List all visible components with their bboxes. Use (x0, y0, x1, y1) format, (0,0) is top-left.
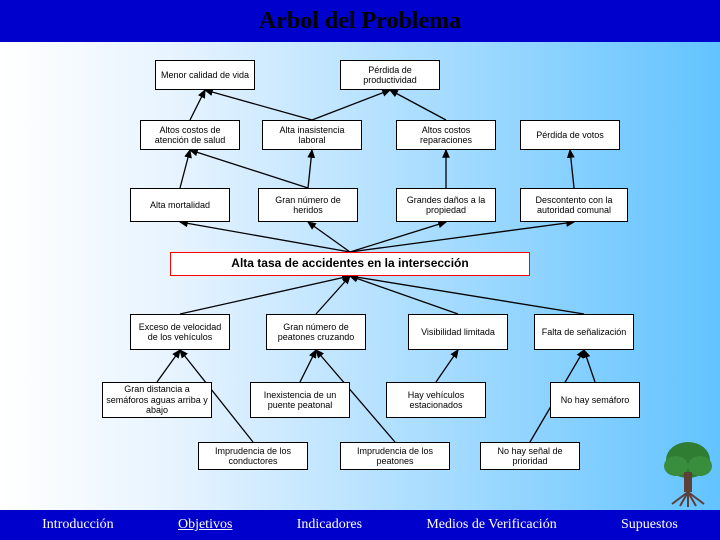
edge-n15-n11 (157, 350, 180, 382)
node-n5: Altos costos reparaciones (396, 120, 496, 150)
title-bar: Arbol del Problema (0, 0, 720, 42)
node-n6: Pérdida de votos (520, 120, 620, 150)
footer-link-objetivos[interactable]: Objetivos (178, 517, 232, 533)
node-n4: Alta inasistencia laboral (262, 120, 362, 150)
node-nc: Alta tasa de accidentes en la intersecci… (170, 252, 530, 276)
node-n9: Grandes daños a la propiedad (396, 188, 496, 222)
edge-n11-nc (180, 276, 350, 314)
footer-link-indicadores[interactable]: Indicadores (297, 517, 362, 533)
node-n19: Imprudencia de los conductores (198, 442, 308, 470)
node-n15: Gran distancia a semáforos aguas arriba … (102, 382, 212, 418)
node-n16: Inexistencia de un puente peatonal (250, 382, 350, 418)
footer-nav: Introducción Objetivos Indicadores Medios d… (0, 510, 720, 540)
node-n18: No hay semáforo (550, 382, 640, 418)
node-n1: Menor calidad de vida (155, 60, 255, 90)
node-n2: Pérdida de productividad (340, 60, 440, 90)
node-n12: Gran número de peatones cruzando (266, 314, 366, 350)
edge-n14-nc (350, 276, 584, 314)
footer-link-introducción[interactable]: Introducción (42, 517, 114, 533)
edge-n8-n3 (190, 150, 308, 188)
edge-nc-n9 (350, 222, 446, 252)
edge-n13-nc (350, 276, 458, 314)
edge-n17-n13 (436, 350, 458, 382)
edge-n4-n2 (312, 90, 390, 120)
edge-n7-n3 (180, 150, 190, 188)
footer-link-medios-de-verificación[interactable]: Medios de Verificación (426, 517, 556, 533)
edge-n8-n4 (308, 150, 312, 188)
node-n3: Altos costos de atención de salud (140, 120, 240, 150)
edge-nc-n8 (308, 222, 350, 252)
edge-nc-n10 (350, 222, 574, 252)
node-n13: Visibilidad limitada (408, 314, 508, 350)
edge-nc-n7 (180, 222, 350, 252)
edge-n10-n6 (570, 150, 574, 188)
tree-icon (658, 438, 718, 508)
edge-n4-n1 (205, 90, 312, 120)
node-n14: Falta de señalización (534, 314, 634, 350)
node-n7: Alta mortalidad (130, 188, 230, 222)
footer-link-supuestos[interactable]: Supuestos (621, 517, 678, 533)
diagram-canvas: Menor calidad de vida Pérdida de producti… (0, 42, 720, 510)
page-title: Arbol del Problema (259, 8, 461, 35)
edge-n16-n12 (300, 350, 316, 382)
arrow-layer (0, 42, 720, 510)
node-n11: Exceso de velocidad de los vehículos (130, 314, 230, 350)
node-n10: Descontento con la autoridad comunal (520, 188, 628, 222)
node-n8: Gran número de heridos (258, 188, 358, 222)
node-n21: No hay señal de prioridad (480, 442, 580, 470)
edge-n12-nc (316, 276, 350, 314)
edge-n18-n14 (584, 350, 595, 382)
edge-n3-n1 (190, 90, 205, 120)
edge-n5-n2 (390, 90, 446, 120)
node-n20: Imprudencia de los peatones (340, 442, 450, 470)
node-n17: Hay vehículos estacionados (386, 382, 486, 418)
